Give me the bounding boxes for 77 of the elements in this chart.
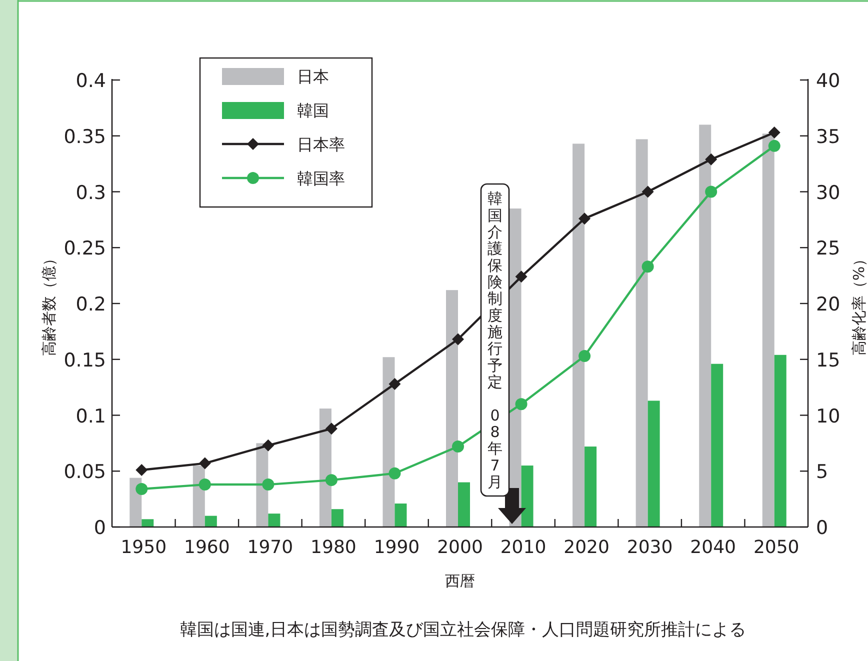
x-tick-label: 1960 [184,537,230,558]
x-tick-label: 2020 [564,537,610,558]
bar [762,134,774,527]
bar [636,139,648,527]
bar [204,516,217,527]
point [705,153,718,166]
point [578,350,591,362]
point [515,398,528,410]
x-tick-label: 1970 [247,537,294,558]
bar [711,364,724,527]
point [768,140,780,152]
point [768,126,780,139]
y-tick-label: 0.2 [76,294,106,316]
point [515,270,528,283]
y2-tick-label: 25 [816,238,840,260]
y2-tick-label: 20 [816,294,840,316]
y-tick-label: 0.1 [76,405,106,428]
text: 韓国介護保険制度施行予定 08年7月 [488,190,502,491]
y2-tick-label: 35 [816,126,840,148]
y2-tick-label: 0 [816,517,828,539]
bar [774,354,786,527]
point [136,464,148,476]
bar [699,124,712,527]
x-tick-label: 1980 [310,537,356,558]
y-tick-label: 0.15 [64,349,106,372]
point [578,212,591,225]
legend-label: 韓国 [297,101,329,120]
y-tick-label: 0 [94,517,106,539]
point [198,478,211,491]
bar [584,446,597,527]
y-tick-label: 0.3 [76,182,106,204]
y2-axis-title: 高齢化率（%） [850,251,868,356]
point [705,186,718,198]
bar [446,290,458,527]
point [262,439,274,452]
y2-tick-label: 30 [816,182,840,204]
point [198,457,211,470]
bar [382,357,395,527]
y-axis-title: 高齢者数（億） [40,251,58,356]
y2-tick-label: 10 [816,405,840,428]
point [388,378,401,390]
y2-tick-label: 5 [816,461,828,484]
legend-label: 韓国率 [297,169,345,188]
x-tick-label: 2030 [626,537,673,558]
x-tick-label: 2000 [437,537,483,558]
bar [268,514,280,527]
y-tick-label: 0.35 [64,126,106,148]
point [136,483,148,496]
bar [572,144,585,527]
point [388,467,401,480]
x-tick-label: 1950 [120,537,167,558]
y2-tick-label: 40 [816,70,840,92]
bar [319,408,332,527]
point [325,474,338,486]
bar [394,504,407,527]
point [452,333,464,346]
bar [648,400,660,527]
y-tick-label: 0.05 [64,461,106,484]
text: 韓国は国連,日本は国勢調査及び国立社会保障・人口問題研究所推計による [180,620,746,640]
point [262,478,274,491]
y-tick-label: 0.25 [64,238,106,260]
bar [331,509,344,527]
x-tick-label: 1990 [374,537,420,558]
legend-label: 日本 [297,67,329,86]
bar [458,482,470,527]
point [642,260,654,273]
point [325,422,338,435]
x-tick-label: 2010 [500,537,546,558]
y-tick-label: 0.4 [76,70,106,92]
y2-tick-label: 15 [816,349,840,372]
bar [142,519,154,527]
legend-label: 日本率 [297,135,345,154]
point [642,186,654,198]
point [452,440,464,453]
x-tick-label: 2040 [690,537,736,558]
x-axis-title: 西暦 [445,572,475,590]
x-tick-label: 2050 [753,537,800,558]
